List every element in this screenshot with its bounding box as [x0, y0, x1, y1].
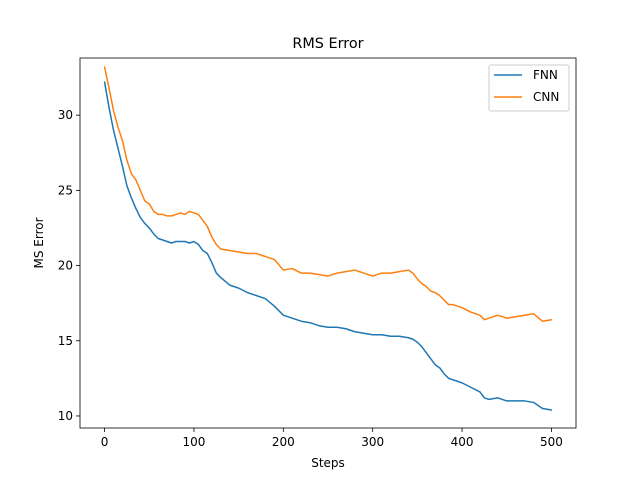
y-tick-label: 10 — [58, 409, 73, 423]
legend-label-cnn: CNN — [533, 90, 559, 104]
chart-title: RMS Error — [292, 36, 363, 52]
x-tick-label: 0 — [101, 435, 109, 449]
legend: FNN CNN — [488, 64, 570, 112]
y-tick-label: 15 — [58, 334, 73, 348]
x-tick-label: 300 — [361, 435, 384, 449]
x-axis-title: Steps — [311, 456, 345, 470]
series-layer — [103, 66, 553, 411]
x-tick-label: 200 — [272, 435, 295, 449]
series-line-fnn — [103, 81, 553, 411]
x-tick-label: 500 — [540, 435, 563, 449]
x-tick-label: 100 — [182, 435, 205, 449]
x-axis: 0 100 200 300 400 500 — [101, 428, 563, 449]
x-tick-label: 400 — [451, 435, 474, 449]
y-tick-label: 30 — [58, 108, 73, 122]
y-tick-label: 20 — [58, 259, 73, 273]
y-axis: 10 15 20 25 30 — [58, 108, 80, 423]
y-tick-label: 25 — [58, 183, 73, 197]
y-axis-title: MS Error — [32, 217, 46, 268]
legend-box — [488, 64, 570, 112]
legend-label-fnn: FNN — [533, 68, 558, 82]
plot-area-frame — [79, 57, 577, 429]
series-line-cnn — [103, 66, 553, 322]
